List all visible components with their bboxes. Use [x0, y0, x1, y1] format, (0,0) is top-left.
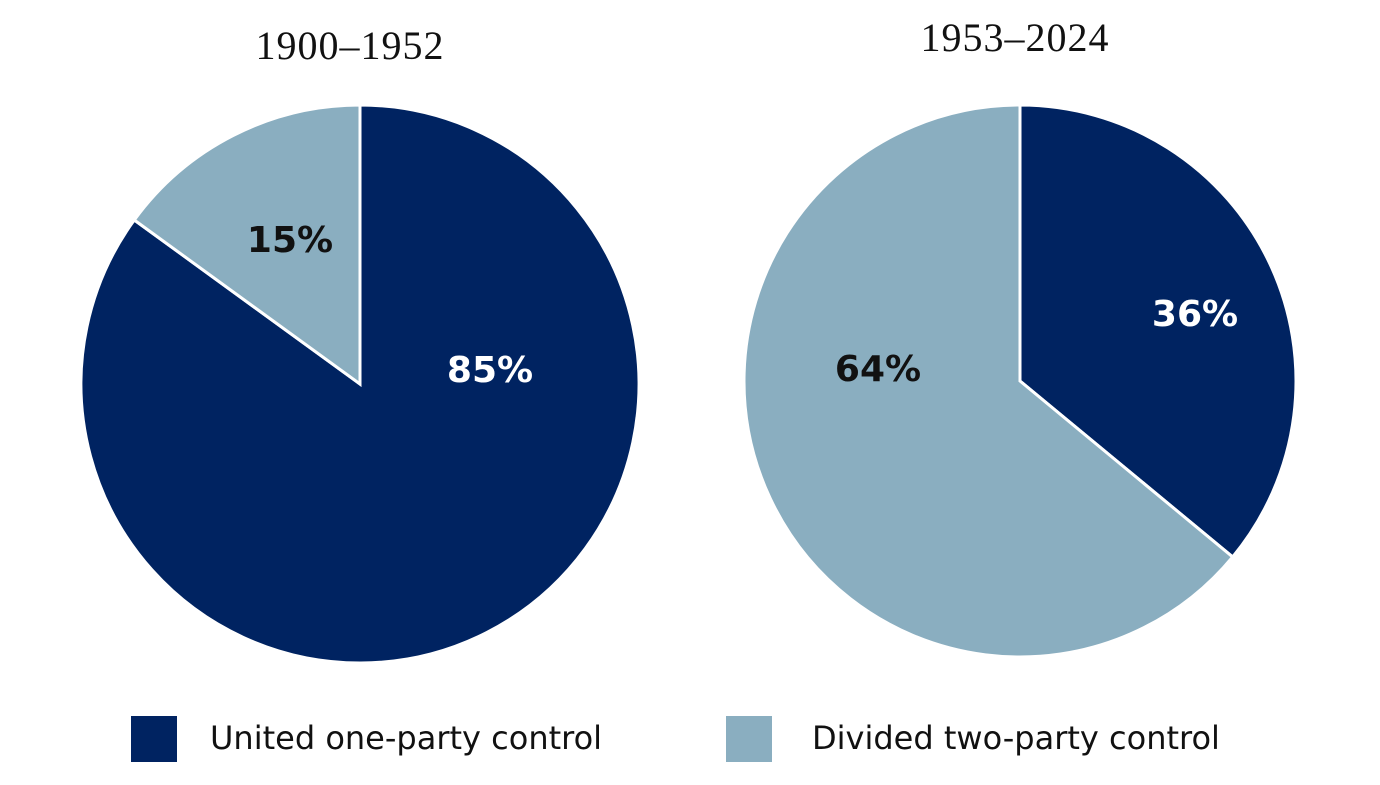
- legend-label: United one-party control: [210, 719, 602, 757]
- pie-slice: [132, 103, 362, 387]
- legend-label: Divided two-party control: [812, 719, 1220, 757]
- legend-swatch: [726, 716, 772, 762]
- chart-title: 1953–2024: [921, 15, 1110, 60]
- chart-title: 1900–1952: [256, 23, 445, 68]
- data-label: 64%: [835, 349, 921, 390]
- pie-slice: [1018, 103, 1298, 560]
- data-label: 85%: [447, 350, 533, 391]
- pie-slice: [742, 103, 1235, 659]
- data-label: 15%: [247, 220, 333, 261]
- legend-swatch: [131, 716, 177, 762]
- data-label: 36%: [1152, 294, 1238, 335]
